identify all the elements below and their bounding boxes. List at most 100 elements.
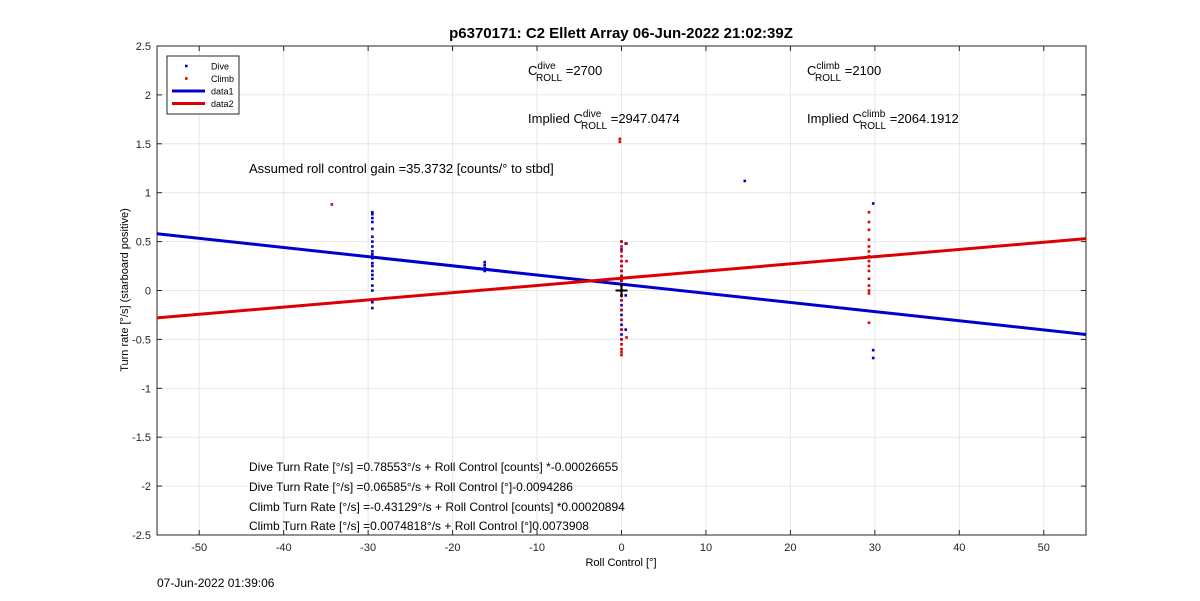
climb-point bbox=[867, 210, 871, 214]
fit-equation-1: Dive Turn Rate [°/s] =0.78553°/s + Roll … bbox=[249, 460, 618, 474]
climb-point bbox=[867, 292, 871, 295]
implied-c-roll-climb: Implied Cclimb ROLL =2064.1912 bbox=[807, 109, 959, 132]
y-tick-label: -0.5 bbox=[132, 334, 151, 346]
dive-point bbox=[371, 289, 374, 292]
c-roll-climb-sub: ROLL bbox=[815, 73, 842, 84]
implied-dive-sup: dive bbox=[583, 109, 602, 120]
climb-point bbox=[625, 242, 628, 245]
c-roll-climb-sup: climb bbox=[816, 61, 840, 72]
y-tick-label: 0 bbox=[145, 286, 151, 298]
y-tick-label: -2 bbox=[141, 481, 151, 493]
dive-point bbox=[371, 264, 374, 268]
implied-c-roll-dive: Implied Cdive ROLL =2947.0474 bbox=[528, 109, 680, 132]
climb-point bbox=[867, 284, 871, 287]
dive-point bbox=[483, 260, 486, 264]
climb-point bbox=[867, 238, 871, 241]
legend-label: data2 bbox=[211, 99, 234, 109]
dive-point bbox=[371, 284, 374, 287]
climb-point bbox=[620, 342, 623, 346]
implied-climb-post: =2064.1912 bbox=[886, 111, 959, 126]
y-axis-label: Turn rate [°/s] (starboard positive) bbox=[119, 208, 131, 372]
dive-point bbox=[371, 273, 374, 277]
x-tick-label: 30 bbox=[869, 542, 881, 554]
x-tick-label: -20 bbox=[445, 542, 461, 554]
ticks: -50 -40 -30 -20 -10 0 10 20 30 40 50-2.5-2-1.5-1-0… bbox=[132, 41, 1086, 554]
annotations: Cdive ROLL =2700 Cclimb ROLL =2100 Implied… bbox=[249, 61, 959, 533]
dive-point bbox=[371, 220, 374, 224]
dive-point bbox=[871, 202, 875, 205]
dive-point bbox=[624, 294, 628, 297]
dive-point bbox=[371, 245, 374, 248]
implied-dive-post: =2947.0474 bbox=[607, 111, 680, 126]
y-tick-label: 2.5 bbox=[136, 41, 151, 53]
c-roll-climb-pre: C bbox=[807, 63, 816, 78]
dive-point bbox=[871, 348, 875, 352]
climb-point bbox=[620, 274, 623, 278]
dive-point bbox=[620, 313, 623, 317]
climb-point bbox=[867, 220, 871, 224]
implied-climb-sub: ROLL bbox=[860, 121, 887, 132]
legend-label: Climb bbox=[211, 74, 234, 84]
dive-point bbox=[743, 179, 747, 183]
climb-point bbox=[625, 259, 628, 263]
legend-climb-marker bbox=[185, 77, 188, 80]
climb-point bbox=[618, 140, 622, 144]
x-tick-label: -10 bbox=[529, 542, 545, 554]
c-roll-dive-sup: dive bbox=[537, 61, 556, 72]
dive-point bbox=[483, 266, 486, 270]
climb-point bbox=[620, 328, 623, 331]
dive-point bbox=[371, 261, 374, 265]
dive-point bbox=[371, 250, 374, 253]
dive-point bbox=[371, 306, 374, 310]
climb-point bbox=[867, 228, 871, 232]
data2-fit-line bbox=[156, 237, 1087, 320]
c-roll-dive-pre: C bbox=[528, 63, 537, 78]
climb-point bbox=[867, 321, 871, 325]
c-roll-dive-sub: ROLL bbox=[536, 73, 563, 84]
y-tick-label: -1.5 bbox=[132, 432, 151, 444]
dive-point bbox=[371, 269, 374, 273]
climb-point bbox=[620, 259, 623, 263]
climb-point bbox=[620, 245, 623, 248]
x-tick-label: -40 bbox=[276, 542, 292, 554]
climb-point bbox=[620, 298, 623, 302]
climb-point bbox=[867, 245, 871, 248]
climb-point bbox=[867, 289, 871, 292]
fit-equation-4: Climb Turn Rate [°/s] =0.0074818°/s + Ro… bbox=[249, 519, 589, 533]
fit-equation-2: Dive Turn Rate [°/s] =0.06585°/s + Roll … bbox=[249, 480, 573, 494]
dive-point bbox=[371, 253, 374, 256]
x-tick-label: 10 bbox=[700, 542, 712, 554]
climb-point bbox=[620, 240, 623, 243]
dive-point bbox=[620, 248, 623, 251]
x-tick-label: 50 bbox=[1038, 542, 1050, 554]
climb-point bbox=[867, 250, 871, 253]
climb-point bbox=[867, 259, 871, 263]
climb-point bbox=[625, 336, 628, 339]
dive-point bbox=[371, 256, 374, 260]
climb-point bbox=[620, 269, 623, 273]
climb-point bbox=[618, 137, 622, 141]
climb-point bbox=[867, 269, 871, 273]
chart-title: p6370171: C2 Ellett Array 06-Jun-2022 21… bbox=[449, 25, 793, 42]
dive-point bbox=[620, 333, 623, 336]
dive-point bbox=[483, 269, 486, 273]
y-tick-label: 1.5 bbox=[136, 139, 151, 151]
implied-climb-pre: Implied C bbox=[807, 111, 862, 126]
climb-point bbox=[867, 277, 871, 281]
dive-point bbox=[371, 210, 374, 214]
climb-point bbox=[620, 250, 623, 253]
climb-point bbox=[620, 279, 623, 283]
c-roll-dive: Cdive ROLL =2700 bbox=[528, 61, 602, 84]
c-roll-climb: Cclimb ROLL =2100 bbox=[807, 61, 881, 84]
climb-point bbox=[620, 264, 623, 268]
y-tick-label: 1 bbox=[145, 188, 151, 200]
implied-dive-sub: ROLL bbox=[581, 121, 608, 132]
x-tick-label: -30 bbox=[360, 542, 376, 554]
climb-point bbox=[620, 254, 623, 258]
dive-point bbox=[371, 240, 374, 243]
legend-label: data1 bbox=[211, 87, 234, 97]
dive-point bbox=[871, 356, 875, 360]
roll-gain-note: Assumed roll control gain =35.3732 [coun… bbox=[249, 161, 554, 176]
x-tick-label: 40 bbox=[953, 542, 965, 554]
